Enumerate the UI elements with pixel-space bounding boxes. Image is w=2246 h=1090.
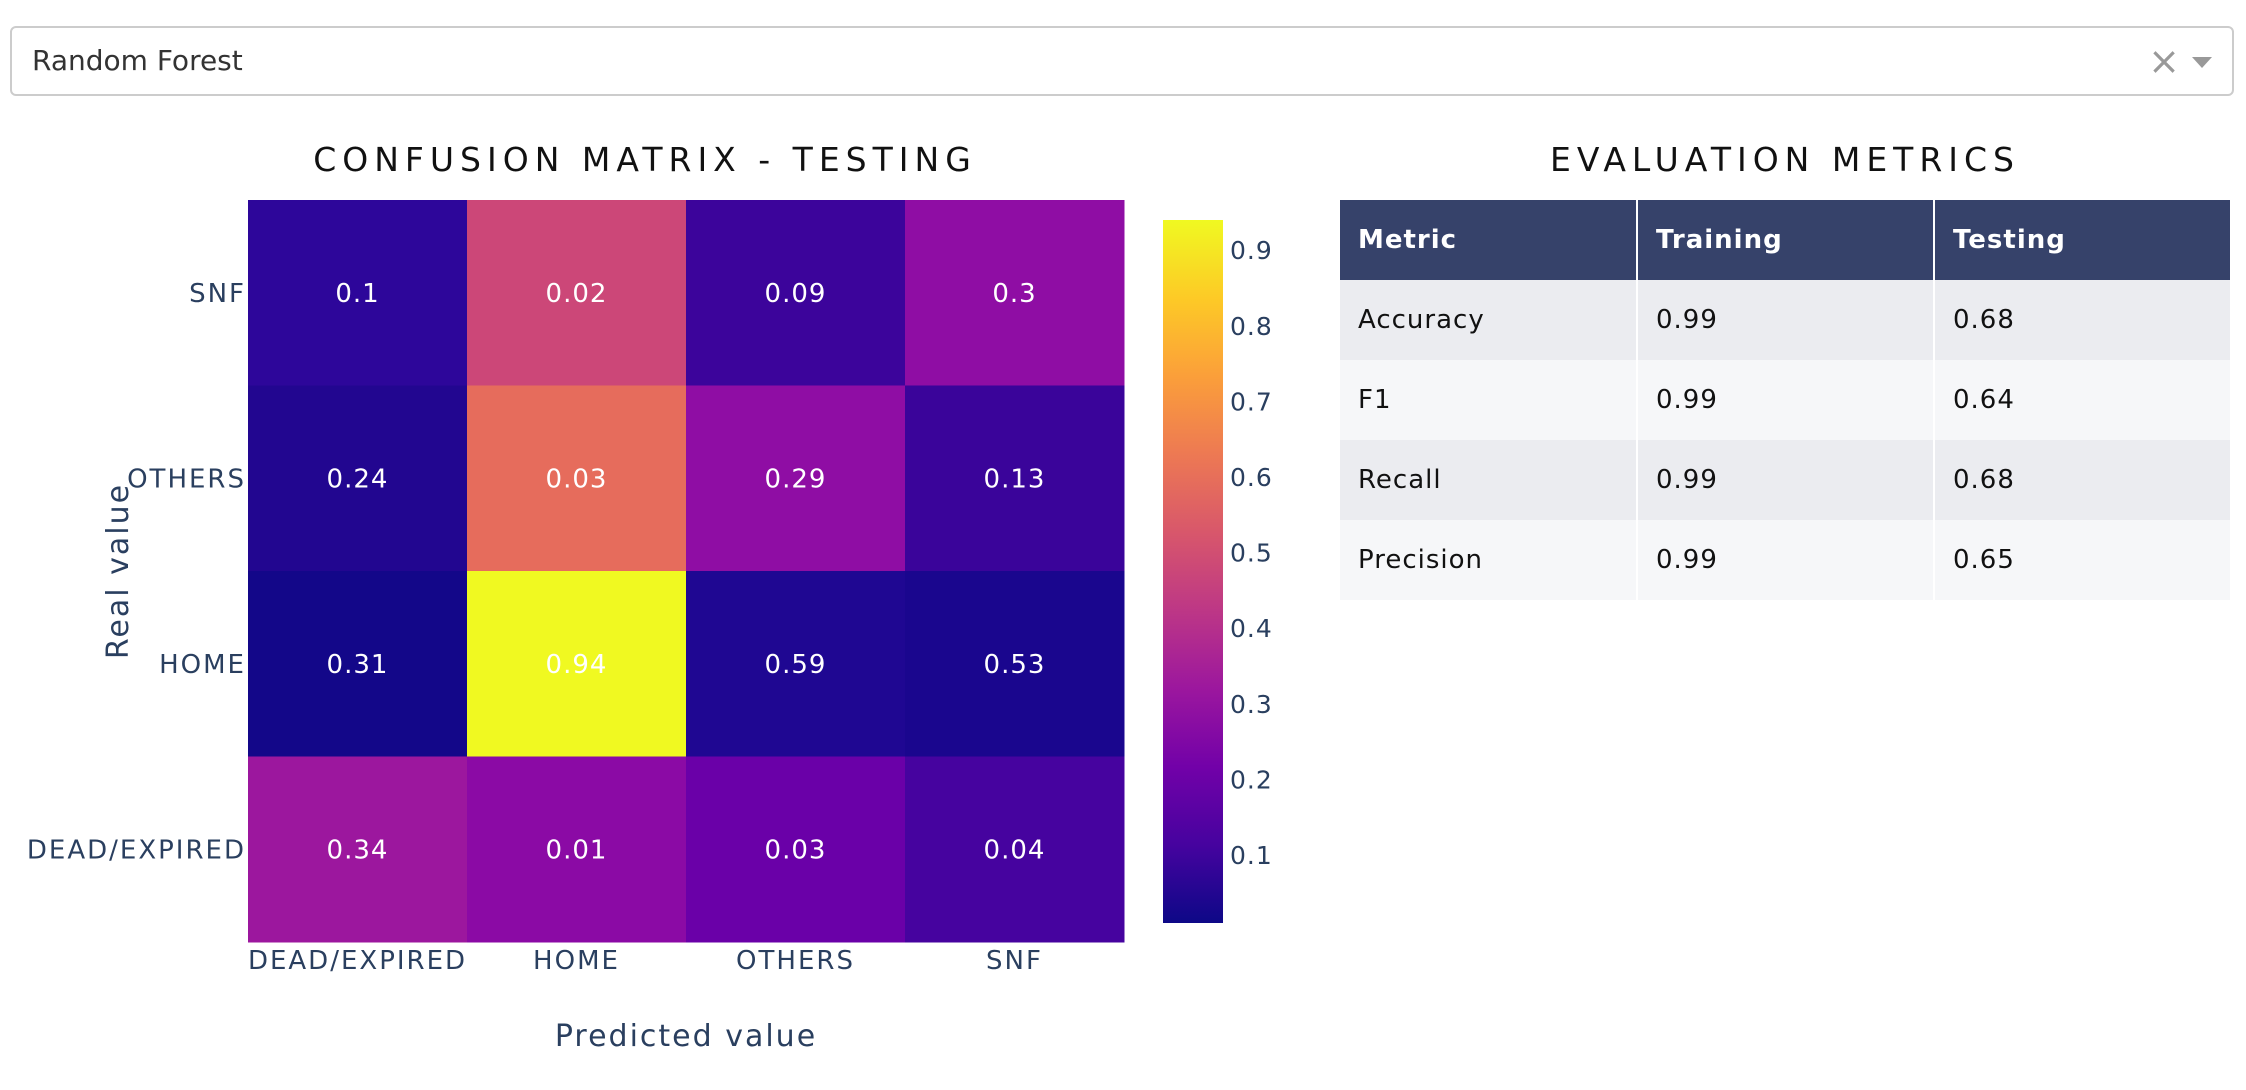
y-tick-label: DEAD/EXPIRED bbox=[27, 835, 246, 865]
colorbar-tick-label: 0.6 bbox=[1230, 463, 1273, 492]
table-row: F1 0.99 0.64 bbox=[1340, 360, 2230, 440]
heatmap-cell bbox=[905, 571, 1125, 757]
heatmap-cell bbox=[905, 385, 1125, 572]
heatmap-cell bbox=[905, 200, 1125, 386]
training-value: 0.99 bbox=[1637, 520, 1935, 600]
heatmap-cell bbox=[248, 385, 468, 572]
cell-value-label: 0.24 bbox=[327, 464, 389, 494]
model-select[interactable]: Random Forest × bbox=[10, 26, 2234, 96]
heatmap-cell bbox=[248, 756, 468, 943]
cell-value-label: 0.02 bbox=[546, 279, 608, 309]
metric-name: F1 bbox=[1340, 360, 1638, 440]
heatmap-cell bbox=[686, 756, 906, 943]
cell-value-label: 0.13 bbox=[984, 464, 1046, 494]
cell-value-label: 0.03 bbox=[765, 835, 827, 865]
colorbar bbox=[1163, 220, 1223, 923]
metric-name: Precision bbox=[1340, 520, 1638, 600]
heatmap-cell bbox=[686, 385, 906, 572]
evaluation-metrics-title: EVALUATION METRICS bbox=[1550, 140, 2020, 179]
colorbar-tick-label: 0.9 bbox=[1230, 236, 1273, 265]
cell-value-label: 0.29 bbox=[765, 464, 827, 494]
header-metric: Metric bbox=[1340, 200, 1638, 280]
y-tick-label: OTHERS bbox=[127, 464, 246, 494]
cell-value-label: 0.94 bbox=[546, 650, 608, 680]
heatmap-cell bbox=[686, 200, 906, 386]
x-tick-label: OTHERS bbox=[736, 946, 855, 976]
heatmap-cell bbox=[905, 756, 1125, 943]
cell-value-label: 0.01 bbox=[546, 835, 608, 865]
x-tick-label: DEAD/EXPIRED bbox=[248, 946, 467, 976]
metrics-table: Metric Training Testing Accuracy 0.99 0.… bbox=[1340, 200, 2230, 600]
heatmap-cell bbox=[686, 571, 906, 757]
chevron-down-icon[interactable] bbox=[2192, 57, 2212, 68]
training-value: 0.99 bbox=[1637, 360, 1935, 440]
model-select-value: Random Forest bbox=[32, 44, 243, 77]
cell-value-label: 0.31 bbox=[327, 650, 389, 680]
table-row: Recall 0.99 0.68 bbox=[1340, 440, 2230, 520]
x-tick-label: SNF bbox=[986, 946, 1043, 976]
cell-value-label: 0.03 bbox=[546, 464, 608, 494]
training-value: 0.99 bbox=[1637, 280, 1935, 360]
colorbar-tick-label: 0.7 bbox=[1230, 387, 1273, 416]
cell-value-label: 0.1 bbox=[335, 279, 379, 309]
heatmap-cell bbox=[248, 571, 468, 757]
heatmap-cell bbox=[248, 200, 468, 386]
testing-value: 0.65 bbox=[1934, 520, 2230, 600]
colorbar-tick-label: 0.5 bbox=[1230, 539, 1273, 568]
colorbar-tick-label: 0.8 bbox=[1230, 312, 1273, 341]
clear-icon[interactable]: × bbox=[2148, 39, 2180, 83]
metric-name: Accuracy bbox=[1340, 280, 1638, 360]
y-axis-title: Real value bbox=[101, 483, 136, 659]
x-axis-title: Predicted value bbox=[555, 1019, 817, 1054]
y-tick-label: HOME bbox=[159, 650, 246, 680]
x-tick-label: HOME bbox=[533, 946, 620, 976]
cell-value-label: 0.59 bbox=[765, 650, 827, 680]
colorbar-tick-label: 0.3 bbox=[1230, 690, 1273, 719]
table-row: Precision 0.99 0.65 bbox=[1340, 520, 2230, 600]
y-tick-label: SNF bbox=[189, 279, 246, 309]
training-value: 0.99 bbox=[1637, 440, 1935, 520]
metric-name: Recall bbox=[1340, 440, 1638, 520]
colorbar-tick-label: 0.1 bbox=[1230, 841, 1273, 870]
cell-value-label: 0.34 bbox=[327, 835, 389, 865]
colorbar-tick-label: 0.2 bbox=[1230, 765, 1273, 794]
header-testing: Testing bbox=[1934, 200, 2230, 280]
testing-value: 0.68 bbox=[1934, 440, 2230, 520]
confusion-matrix-title: CONFUSION MATRIX - TESTING bbox=[313, 140, 977, 179]
cell-value-label: 0.09 bbox=[765, 279, 827, 309]
colorbar-tick-label: 0.4 bbox=[1230, 614, 1273, 643]
table-row: Accuracy 0.99 0.68 bbox=[1340, 280, 2230, 360]
metrics-header-row: Metric Training Testing bbox=[1340, 200, 2230, 280]
testing-value: 0.64 bbox=[1934, 360, 2230, 440]
cell-value-label: 0.04 bbox=[984, 835, 1046, 865]
header-training: Training bbox=[1637, 200, 1935, 280]
heatmap-cell bbox=[467, 571, 687, 757]
heatmap-cell bbox=[467, 200, 687, 386]
heatmap-cell bbox=[467, 385, 687, 572]
testing-value: 0.68 bbox=[1934, 280, 2230, 360]
cell-value-label: 0.3 bbox=[992, 279, 1036, 309]
heatmap-cell bbox=[467, 756, 687, 943]
cell-value-label: 0.53 bbox=[984, 650, 1046, 680]
confusion-matrix-chart: 0.1 0.02 0.09 0.3 0.24 0.03 0.29 0.13 0.31 0.94 0.… bbox=[27, 200, 1273, 1054]
